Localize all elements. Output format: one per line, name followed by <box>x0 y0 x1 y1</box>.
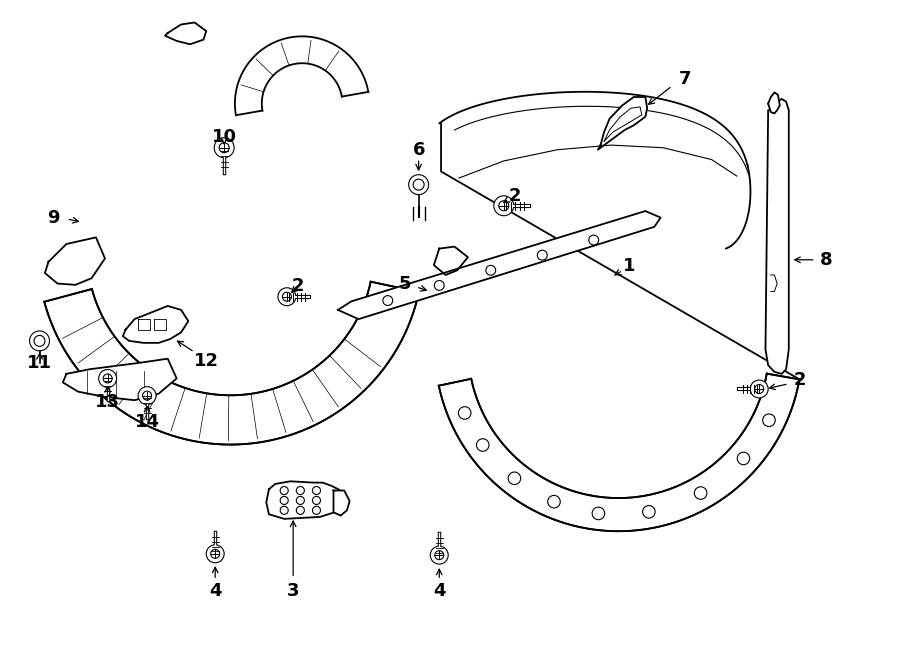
Text: 13: 13 <box>95 393 120 411</box>
Text: 3: 3 <box>287 583 300 600</box>
Circle shape <box>430 546 448 564</box>
Circle shape <box>435 551 444 559</box>
Circle shape <box>312 506 320 514</box>
Circle shape <box>220 143 230 153</box>
Circle shape <box>537 250 547 260</box>
Polygon shape <box>154 319 166 330</box>
Circle shape <box>413 179 424 190</box>
Circle shape <box>214 138 234 158</box>
Circle shape <box>312 496 320 504</box>
Circle shape <box>138 387 156 404</box>
Text: 10: 10 <box>212 128 237 146</box>
Polygon shape <box>434 247 468 275</box>
Circle shape <box>211 549 220 558</box>
Circle shape <box>695 487 707 499</box>
Text: 14: 14 <box>135 413 159 431</box>
Circle shape <box>737 452 750 465</box>
Text: 9: 9 <box>48 209 60 226</box>
Circle shape <box>296 506 304 514</box>
Circle shape <box>751 380 769 398</box>
Polygon shape <box>266 481 346 519</box>
Polygon shape <box>439 373 799 531</box>
Polygon shape <box>123 306 188 343</box>
Text: 11: 11 <box>27 354 52 371</box>
Text: 4: 4 <box>209 583 221 600</box>
Polygon shape <box>766 99 788 374</box>
Circle shape <box>296 496 304 504</box>
Circle shape <box>99 369 117 387</box>
Circle shape <box>278 288 296 306</box>
Polygon shape <box>598 97 647 150</box>
Text: 7: 7 <box>679 70 691 88</box>
Text: 2: 2 <box>508 187 521 205</box>
Text: 5: 5 <box>399 275 411 293</box>
Circle shape <box>104 374 112 383</box>
Text: 8: 8 <box>820 251 832 269</box>
Circle shape <box>206 545 224 563</box>
Circle shape <box>643 506 655 518</box>
Circle shape <box>296 487 304 495</box>
Polygon shape <box>138 319 149 330</box>
Circle shape <box>499 201 508 211</box>
Polygon shape <box>165 23 206 44</box>
Circle shape <box>762 414 775 426</box>
Circle shape <box>283 292 292 301</box>
Circle shape <box>458 406 471 419</box>
Text: 4: 4 <box>433 583 446 600</box>
Polygon shape <box>769 93 779 113</box>
Circle shape <box>494 196 514 216</box>
Circle shape <box>476 439 489 451</box>
Polygon shape <box>44 282 419 445</box>
Circle shape <box>34 336 45 346</box>
Circle shape <box>280 506 288 514</box>
Polygon shape <box>338 211 661 319</box>
Polygon shape <box>334 491 349 516</box>
Polygon shape <box>235 36 368 115</box>
Circle shape <box>312 487 320 495</box>
Circle shape <box>142 391 151 400</box>
Polygon shape <box>63 359 176 401</box>
Text: 12: 12 <box>194 352 219 369</box>
Polygon shape <box>45 238 105 285</box>
Circle shape <box>508 472 521 485</box>
Circle shape <box>382 296 392 305</box>
Circle shape <box>280 487 288 495</box>
Circle shape <box>548 495 561 508</box>
Circle shape <box>409 175 428 195</box>
Circle shape <box>486 265 496 275</box>
Text: 1: 1 <box>623 258 635 275</box>
Circle shape <box>30 331 50 351</box>
Circle shape <box>435 281 445 291</box>
Text: 6: 6 <box>412 141 425 159</box>
Circle shape <box>592 507 605 520</box>
Text: 2: 2 <box>793 371 806 389</box>
Circle shape <box>280 496 288 504</box>
Text: 2: 2 <box>292 277 304 295</box>
Circle shape <box>755 385 764 393</box>
Circle shape <box>589 235 598 245</box>
